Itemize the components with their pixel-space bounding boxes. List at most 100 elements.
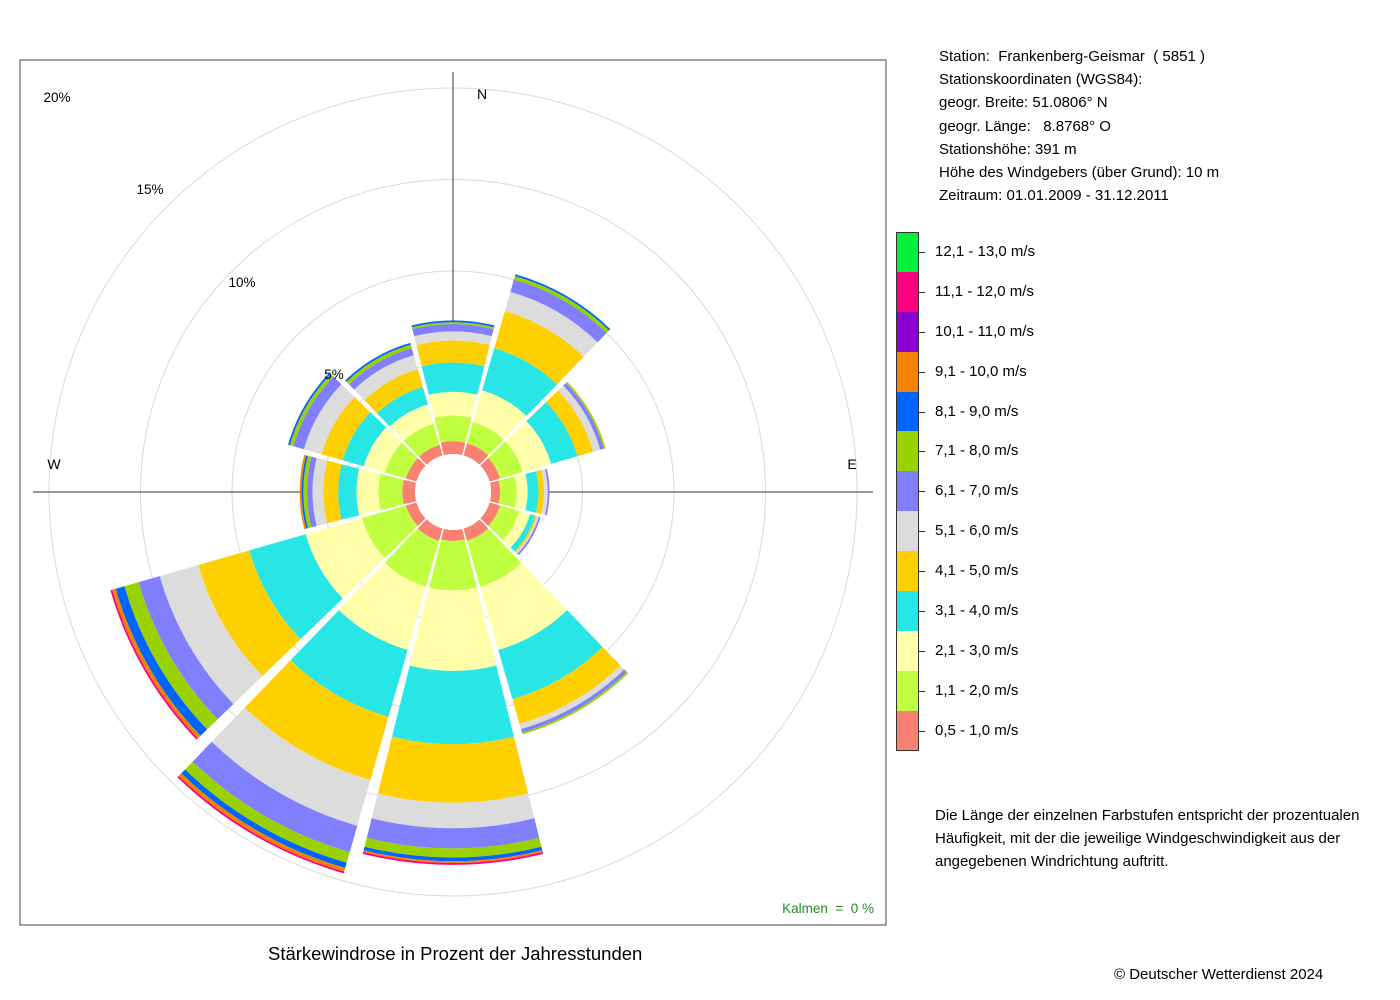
segment: [405, 457, 426, 482]
segment: [321, 396, 371, 461]
segment: [473, 390, 527, 440]
segment: [377, 736, 529, 803]
segment: [489, 480, 501, 504]
segment: [198, 550, 301, 677]
legend-tick: [919, 650, 925, 652]
note-line: Die Länge der einzelnen Farbstufen entsp…: [935, 807, 1360, 824]
segment: [536, 469, 545, 515]
segment: [362, 852, 544, 865]
segment: [378, 473, 404, 511]
segment: [349, 348, 414, 390]
legend-swatch: [896, 471, 919, 512]
segment: [494, 311, 584, 385]
segment: [307, 456, 317, 528]
segment: [301, 455, 308, 529]
legend-label: 11,1 - 12,0 m/s: [935, 282, 1034, 300]
segment: [418, 444, 443, 465]
segment: [502, 511, 530, 548]
legend-item: 12,1 - 13,0 m/s: [896, 232, 1196, 272]
sector-120: [480, 502, 541, 556]
legend-swatch: [896, 551, 919, 592]
legend-item: 0,5 - 1,0 m/s: [896, 710, 1196, 751]
compass-label-e: E: [847, 456, 856, 472]
segment: [440, 441, 466, 456]
segment: [498, 610, 603, 700]
longitude: geogr. Länge: 8.8768° O: [939, 117, 1111, 135]
segment: [363, 427, 402, 473]
legend-label: 0,5 - 1,0 m/s: [935, 721, 1019, 739]
copyright: © Deutscher Wetterdienst 2024: [1114, 966, 1324, 983]
sector-240: [110, 502, 426, 740]
segment: [364, 369, 423, 414]
note-line: angegebenen Windrichtung auftritt.: [935, 853, 1169, 870]
legend-item: 9,1 - 10,0 m/s: [896, 351, 1196, 392]
segment: [342, 412, 387, 467]
segment: [512, 647, 621, 724]
legend-tick: [919, 611, 925, 613]
segment: [211, 707, 371, 826]
sector-90: [489, 468, 550, 516]
legend-tick: [919, 331, 925, 333]
segment: [303, 455, 312, 529]
segment: [384, 528, 439, 587]
segment: [510, 514, 536, 552]
segment: [363, 846, 543, 862]
segment: [363, 850, 543, 864]
sector-150: [463, 519, 629, 735]
legend-tick: [919, 451, 925, 453]
legend-label: 2,1 - 3,0 m/s: [935, 641, 1019, 659]
segment: [482, 348, 557, 416]
segment: [480, 502, 501, 527]
legend-swatch: [896, 351, 919, 392]
segment: [338, 562, 426, 650]
segment: [429, 539, 477, 591]
segment: [249, 534, 343, 640]
legend-swatch: [896, 591, 919, 631]
legend-item: 10,1 - 11,0 m/s: [896, 311, 1196, 352]
segment: [505, 421, 552, 472]
segment: [519, 665, 625, 730]
segment: [366, 818, 540, 849]
legend-swatch: [896, 311, 919, 352]
sector-0: [411, 320, 495, 456]
sector-30: [463, 274, 611, 465]
segment: [377, 386, 428, 427]
legend-label: 3,1 - 4,0 m/s: [935, 602, 1019, 620]
legend-swatch: [896, 630, 919, 671]
segment: [290, 610, 408, 717]
station-name: Station: Frankenberg-Geismar ( 5851 ): [939, 48, 1205, 65]
segment: [346, 344, 412, 385]
segment: [434, 415, 472, 443]
segment: [514, 515, 538, 553]
segment: [428, 391, 478, 418]
station-info: Station: Frankenberg-Geismar ( 5851 ) St…: [939, 45, 1219, 207]
segment: [541, 469, 548, 515]
segment: [463, 443, 489, 465]
speed-legend: 12,1 - 13,0 m/s 11,1 - 12,0 m/s 10,1 - 11,…: [896, 232, 1196, 751]
sensor-height: Höhe des Windgebers (über Grund): 10 m: [939, 164, 1220, 182]
segment: [480, 562, 568, 650]
segment: [515, 516, 539, 554]
legend-label: 6,1 - 7,0 m/s: [935, 482, 1019, 500]
segment: [544, 468, 550, 516]
segment: [411, 322, 495, 330]
segment: [526, 402, 578, 464]
segment: [441, 528, 465, 541]
compass-label-w: W: [47, 456, 61, 472]
segment: [488, 441, 523, 479]
segment: [480, 457, 501, 482]
segment: [414, 331, 492, 346]
hole: [415, 454, 491, 530]
legend-label: 10,1 - 11,0 m/s: [935, 322, 1034, 340]
ring-label-15: 15%: [136, 182, 163, 197]
segment: [504, 291, 598, 357]
legend-item: 8,1 - 9,0 m/s: [896, 391, 1196, 432]
segment: [467, 528, 522, 587]
segment: [305, 518, 385, 599]
segment: [364, 837, 542, 858]
segment: [289, 374, 334, 447]
legend-tick: [919, 491, 925, 493]
legend-tick: [919, 730, 925, 732]
segment: [416, 340, 490, 367]
